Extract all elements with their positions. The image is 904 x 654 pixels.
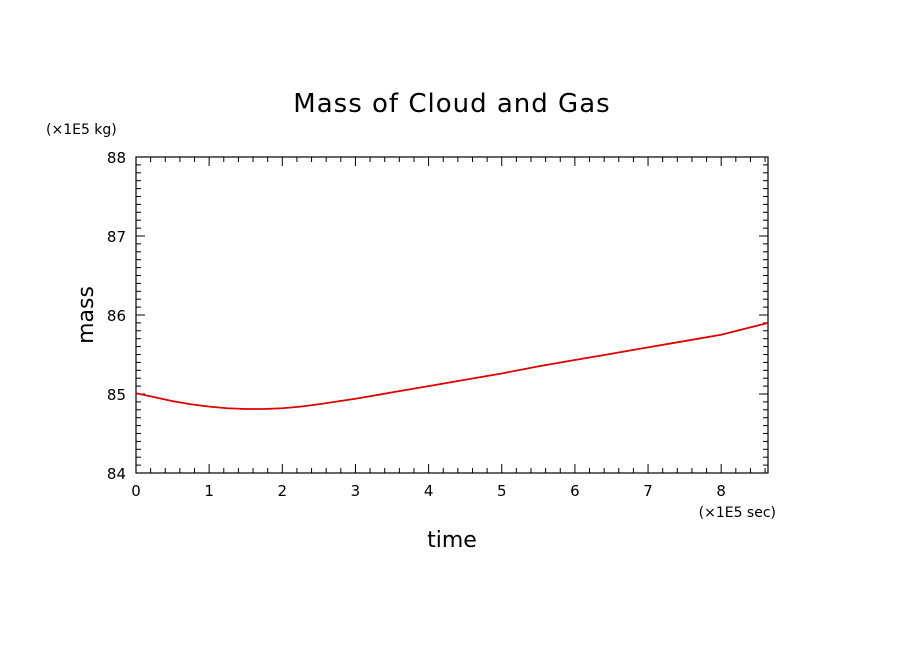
y-axis-label: mass: [74, 286, 99, 344]
y-tick-labels: 84 85 86 87 88: [107, 149, 126, 483]
series-line: [135, 322, 769, 410]
series-group: [135, 322, 769, 410]
y-tick-label: 84: [107, 465, 126, 483]
x-tick-label: 1: [204, 482, 214, 500]
x-axis-label: time: [427, 528, 477, 553]
x-tick-labels: 0 1 2 3 4 5 6 7 8: [131, 482, 726, 500]
y-tick-label: 87: [107, 228, 126, 246]
x-tick-label: 2: [278, 482, 288, 500]
y-tick-label: 86: [107, 307, 126, 325]
x-tick-label: 3: [351, 482, 361, 500]
x-tick-label: 8: [716, 482, 726, 500]
x-tick-label: 6: [570, 482, 580, 500]
y-tick-label: 85: [107, 386, 126, 404]
plot-frame: [135, 156, 769, 474]
x-tick-label: 5: [497, 482, 507, 500]
y-tick-label: 88: [107, 149, 126, 167]
x-tick-label: 4: [424, 482, 434, 500]
x-tick-label: 0: [131, 482, 141, 500]
x-tick-label: 7: [643, 482, 653, 500]
x-unit-label: (×1E5 sec): [699, 505, 776, 521]
y-unit-label: (×1E5 kg): [46, 122, 117, 138]
axis-ticks: [135, 156, 768, 474]
chart-title: Mass of Cloud and Gas: [293, 89, 610, 119]
